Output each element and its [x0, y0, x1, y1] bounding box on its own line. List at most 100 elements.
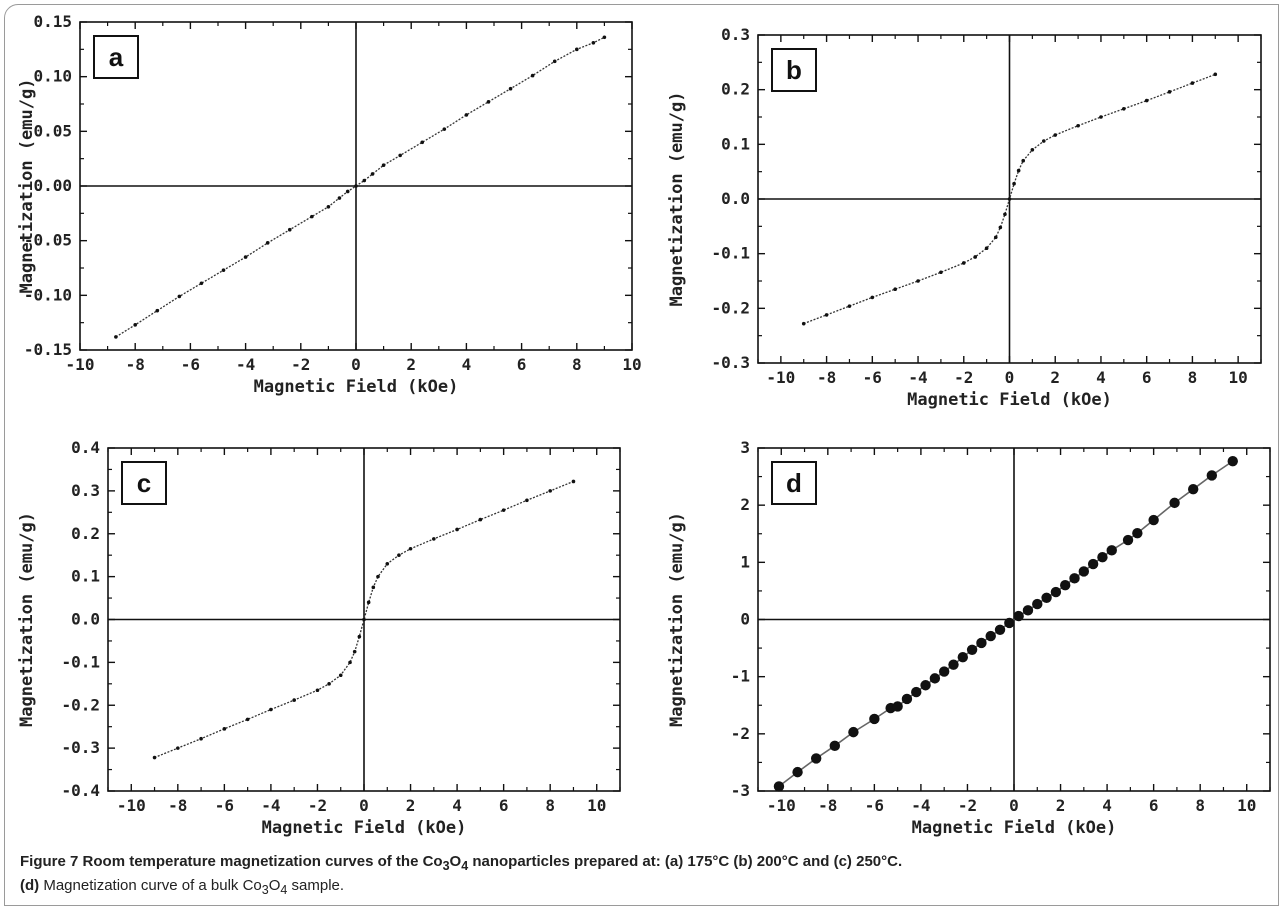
- data-point: [1007, 197, 1012, 201]
- data-point: [310, 214, 314, 219]
- y-tick-label: 0.0: [721, 189, 750, 208]
- y-tick-label: -0.3: [711, 353, 750, 372]
- data-point: [993, 235, 998, 240]
- y-tick-label: -3: [731, 781, 750, 800]
- x-tick-label: -6: [863, 368, 882, 387]
- x-tick-label: 8: [545, 796, 555, 815]
- x-tick-label: 8: [1188, 368, 1198, 387]
- data-point: [1003, 212, 1007, 217]
- y-tick-label: -0.1: [61, 652, 100, 671]
- data-point: [315, 688, 320, 693]
- data-point: [114, 335, 118, 339]
- x-tick-label: -2: [958, 796, 977, 815]
- data-point: [792, 766, 803, 778]
- data-point: [222, 727, 227, 731]
- y-tick-label: -0.10: [24, 285, 72, 304]
- x-tick-label: 10: [622, 355, 641, 374]
- data-point: [381, 163, 386, 168]
- data-point: [1213, 72, 1218, 77]
- x-tick-label: 2: [1050, 368, 1060, 387]
- data-point: [1099, 115, 1103, 119]
- data-point: [801, 321, 806, 326]
- data-point: [1053, 133, 1058, 137]
- data-point: [1122, 107, 1126, 111]
- data-point: [911, 686, 922, 698]
- data-point: [1087, 558, 1099, 570]
- x-tick-label: 0: [1009, 796, 1019, 815]
- y-tick-label: 2: [740, 495, 750, 514]
- data-point: [376, 574, 380, 579]
- y-tick-label: 0.3: [71, 481, 100, 500]
- x-tick-label: 6: [517, 355, 527, 374]
- y-axis-label: Magnetization (emu/g): [667, 92, 687, 307]
- x-tick-label: -2: [291, 355, 310, 374]
- x-tick-label: -10: [117, 796, 146, 815]
- x-tick-label: -8: [168, 796, 187, 815]
- data-point: [966, 644, 978, 655]
- data-point: [345, 189, 350, 194]
- data-point: [1227, 455, 1238, 467]
- data-point: [901, 693, 913, 705]
- x-tick-label: -10: [767, 796, 796, 815]
- caption-label: Figure 7: [20, 853, 79, 870]
- data-point: [327, 682, 331, 686]
- x-tick-label: 4: [452, 796, 462, 815]
- data-point: [366, 600, 371, 605]
- x-tick-label: 10: [1229, 368, 1248, 387]
- data-point: [326, 204, 331, 209]
- y-tick-label: -1: [731, 667, 750, 686]
- data-point: [984, 246, 989, 250]
- data-point: [929, 673, 941, 684]
- y-tick-label: 0: [740, 610, 750, 629]
- x-tick-label: 8: [572, 355, 582, 374]
- x-tick-label: -6: [181, 355, 200, 374]
- data-point: [575, 47, 579, 52]
- x-tick-label: 6: [1149, 796, 1159, 815]
- data-point: [199, 736, 203, 741]
- y-tick-label: -2: [731, 724, 750, 743]
- panel-tag-box: [121, 461, 167, 505]
- chart-panel-c: -10 -8 -6 -4 -2 0 2 4 6 8 10 -0.4 -0.3 -0.2 -0.1 0.0 0.1…: [17, 438, 621, 838]
- data-point: [1021, 158, 1026, 163]
- y-tick-label: 0.2: [721, 80, 750, 99]
- data-point: [893, 287, 897, 292]
- y-tick-label: -0.05: [24, 231, 72, 250]
- data-point: [824, 313, 829, 317]
- data-point: [1206, 470, 1218, 481]
- x-tick-label: 10: [1237, 796, 1256, 815]
- data-point: [177, 294, 182, 299]
- data-point: [432, 537, 436, 541]
- data-point: [1016, 168, 1021, 173]
- data-point: [973, 255, 978, 259]
- series-curve: [115, 36, 605, 338]
- data-point: [1190, 81, 1195, 85]
- data-point: [455, 527, 459, 532]
- data-point: [370, 172, 375, 176]
- data-point: [1032, 598, 1043, 610]
- data-point: [1122, 534, 1134, 546]
- y-tick-label: 0.15: [33, 12, 72, 31]
- data-point: [508, 86, 513, 91]
- x-tick-label: 0: [1005, 368, 1015, 387]
- data-point: [362, 617, 366, 622]
- panel-tag-box: [771, 48, 817, 92]
- y-axis-label: Magnetization (emu/g): [17, 512, 37, 727]
- y-tick-label: 0.1: [721, 134, 750, 153]
- y-tick-label: 1: [740, 552, 750, 571]
- data-point: [1097, 551, 1108, 563]
- data-point: [773, 781, 785, 792]
- data-point: [352, 649, 357, 654]
- data-point: [420, 140, 425, 145]
- x-tick-label: 6: [499, 796, 509, 815]
- y-tick-label: 0.05: [33, 121, 72, 140]
- y-tick-label: -0.1: [711, 244, 750, 263]
- data-point: [478, 517, 483, 522]
- data-point: [548, 489, 552, 493]
- y-tick-label: -0.3: [61, 738, 100, 757]
- panel-tag-box: [771, 461, 817, 505]
- x-tick-label: 8: [1195, 796, 1205, 815]
- data-point: [357, 634, 362, 639]
- data-point: [1169, 497, 1180, 509]
- y-tick-label: -0.15: [24, 340, 72, 359]
- data-point: [892, 701, 903, 712]
